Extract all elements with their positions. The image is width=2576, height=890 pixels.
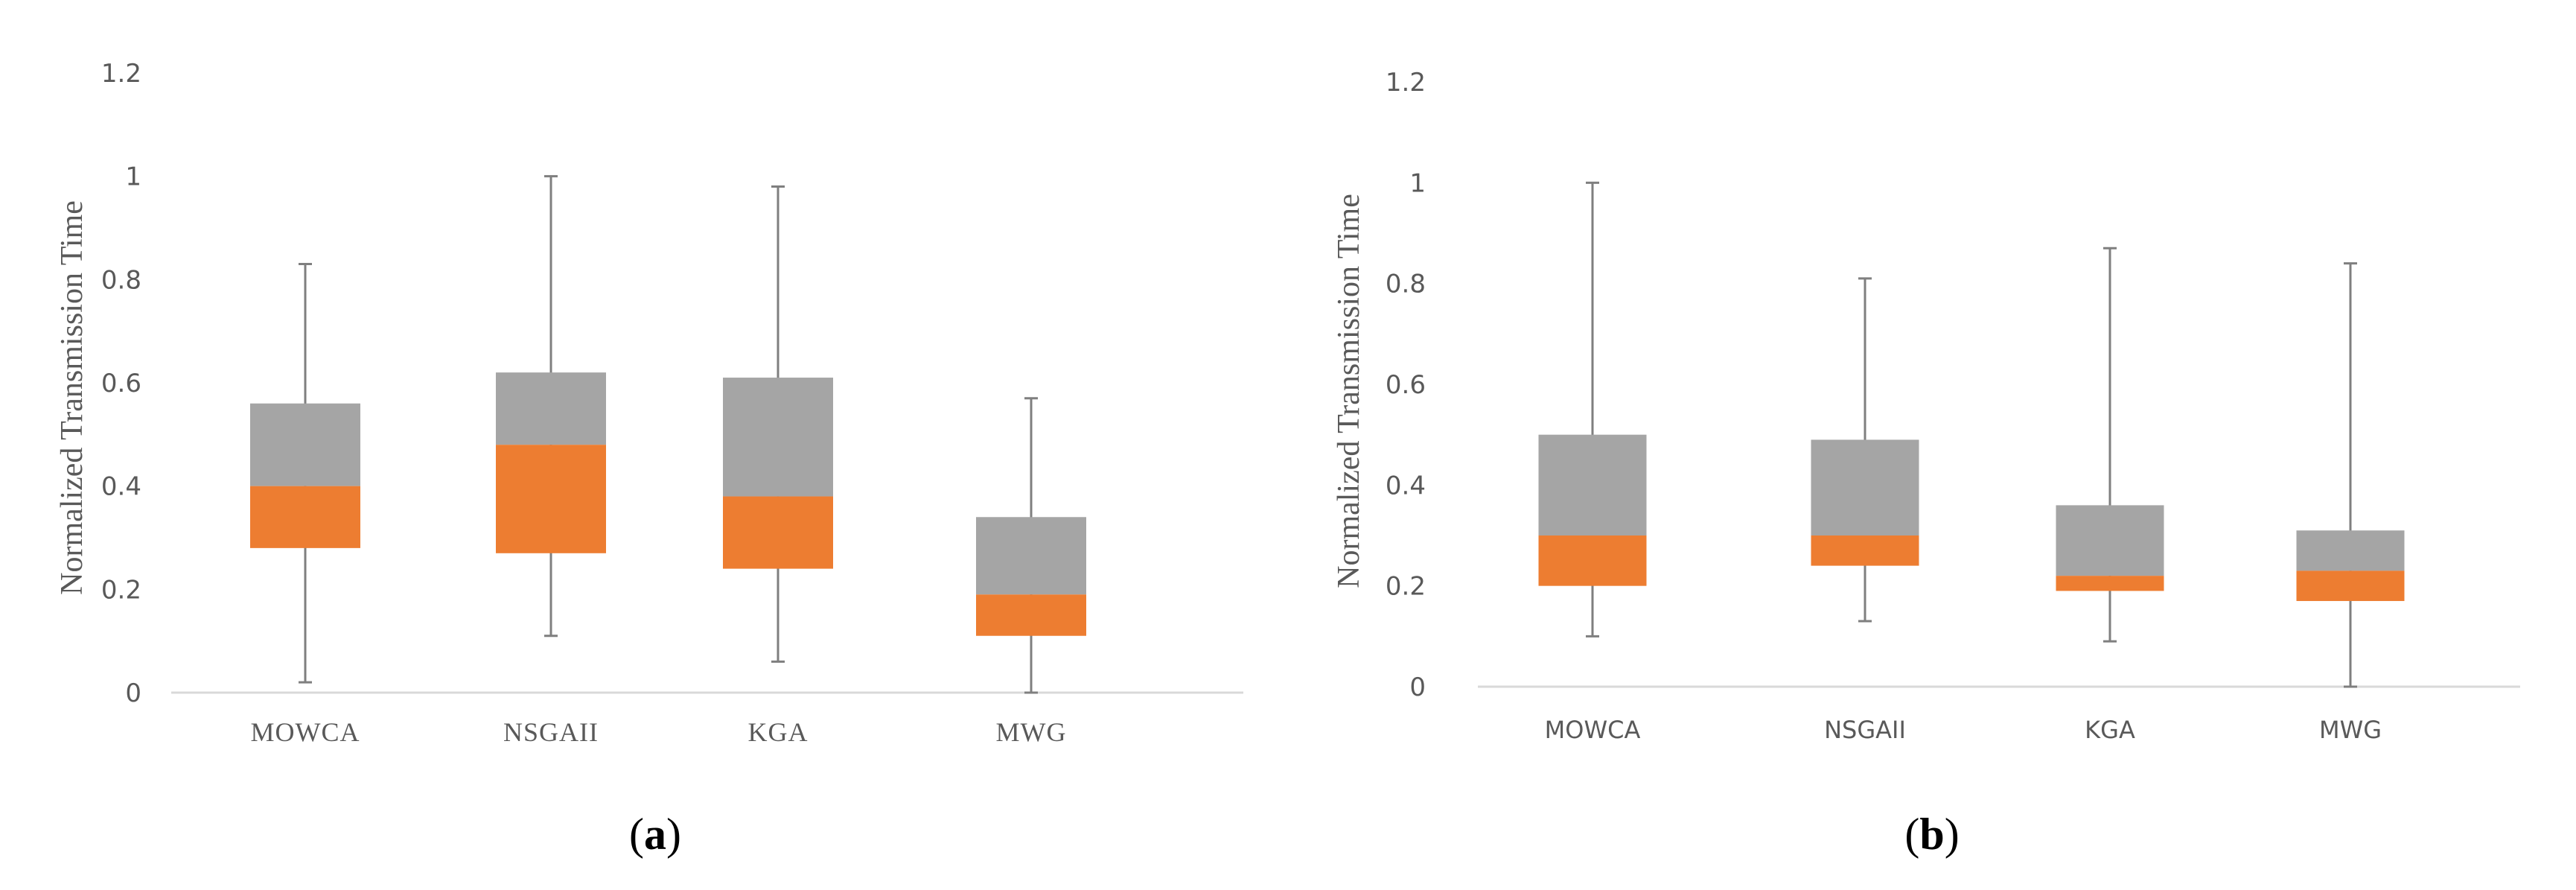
y-axis-label: Normalized Transmission Time bbox=[1332, 194, 1366, 588]
x-tick-label: NSGAII bbox=[1824, 716, 1906, 744]
box-lower bbox=[976, 594, 1086, 636]
box-lower bbox=[1538, 535, 1647, 586]
chart-panel-b: 0 0.2 0.4 0.6 0.8 1 1.2 MOWCA NSGAII KGA MWG Normal… bbox=[1332, 68, 2520, 859]
y-axis-label: Normalized Transmission Time bbox=[55, 200, 89, 595]
box-upper bbox=[2056, 505, 2164, 576]
x-tick-label: KGA bbox=[2085, 716, 2135, 744]
panel-label-letter: b bbox=[1919, 810, 1944, 859]
box-upper bbox=[2296, 530, 2405, 571]
x-tick-label: MOWCA bbox=[251, 717, 360, 747]
panel-label-letter: a bbox=[644, 810, 666, 859]
y-tick-label: 0 bbox=[1409, 673, 1426, 702]
box-lower bbox=[1811, 535, 1919, 566]
y-tick-label: 0.6 bbox=[1386, 370, 1426, 400]
box-upper bbox=[1538, 434, 1647, 535]
x-tick-label: KGA bbox=[748, 717, 809, 747]
box-lower bbox=[2056, 576, 2164, 591]
y-tick-label: 0.4 bbox=[101, 472, 141, 502]
box-nsgaii bbox=[496, 175, 606, 638]
y-tick-label: 0.2 bbox=[101, 575, 141, 605]
box-mwg bbox=[2296, 262, 2405, 688]
x-tick-label: MOWCA bbox=[1545, 716, 1641, 744]
box-upper bbox=[976, 517, 1086, 595]
y-tick-label: 0.8 bbox=[101, 265, 141, 295]
box-kga bbox=[723, 185, 833, 663]
x-tick-label: MWG bbox=[2319, 716, 2382, 744]
y-tick-label: 1.2 bbox=[101, 59, 141, 89]
box-mowca bbox=[1538, 181, 1647, 638]
box-kga bbox=[2056, 247, 2164, 643]
box-lower bbox=[723, 496, 833, 569]
box-upper bbox=[1811, 439, 1919, 535]
panel-label: (a) bbox=[629, 810, 681, 859]
y-tick-label: 1.2 bbox=[1386, 68, 1426, 98]
panel-label: (b) bbox=[1904, 810, 1959, 859]
y-tick-label: 0.4 bbox=[1386, 471, 1426, 500]
y-tick-label: 0.2 bbox=[1386, 572, 1426, 602]
chart-panel-a: 0 0.2 0.4 0.6 0.8 1 1.2 MOWCA NSGAII KGA MWG Normal… bbox=[55, 59, 1243, 859]
box-lower bbox=[2296, 570, 2405, 601]
y-tick-label: 0.6 bbox=[101, 369, 141, 398]
box-nsgaii bbox=[1811, 277, 1919, 623]
x-tick-label: MWG bbox=[996, 717, 1067, 747]
box-upper bbox=[496, 372, 606, 445]
box-mwg bbox=[976, 397, 1086, 694]
x-tick-label: NSGAII bbox=[503, 717, 599, 747]
box-upper bbox=[250, 403, 360, 486]
y-tick-label: 1 bbox=[125, 162, 141, 192]
box-mowca bbox=[250, 263, 360, 684]
y-tick-label: 1 bbox=[1409, 168, 1426, 198]
box-upper bbox=[723, 378, 833, 497]
box-lower bbox=[496, 445, 606, 553]
y-tick-label: 0 bbox=[125, 678, 141, 708]
box-lower bbox=[250, 486, 360, 548]
y-tick-label: 0.8 bbox=[1386, 270, 1426, 299]
